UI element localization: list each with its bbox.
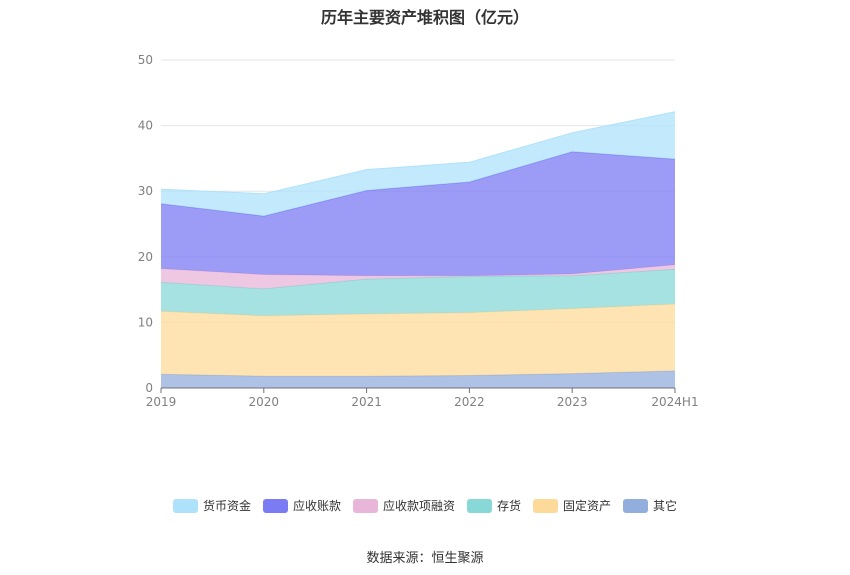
legend-swatch xyxy=(262,498,288,513)
y-tick-label: 10 xyxy=(138,315,153,329)
y-tick-label: 40 xyxy=(138,119,153,133)
area-series-其它 xyxy=(161,370,675,388)
area-series-应收款项融资 xyxy=(161,264,675,289)
legend-item[interactable]: 货币资金 xyxy=(172,497,251,514)
legend-item[interactable]: 应收账款 xyxy=(262,497,341,514)
legend-label: 应收账款 xyxy=(292,499,341,513)
axes: 0 10 20 30 40 50 2019 2020 2021 2022 2023 2024H1 xyxy=(138,53,699,409)
legend-swatch xyxy=(467,498,492,513)
legend-swatch xyxy=(623,498,649,513)
x-tick-label: 2024H1 xyxy=(651,395,698,409)
legend-swatch xyxy=(533,498,559,513)
legend-item[interactable]: 固定资产 xyxy=(533,497,611,514)
x-tick-label: 2022 xyxy=(454,395,485,409)
area-series-固定资产 xyxy=(161,304,675,377)
x-tick-label: 2019 xyxy=(146,395,177,409)
legend-label: 应收款项融资 xyxy=(382,499,455,513)
x-tick-label: 2023 xyxy=(557,395,588,409)
y-tick-label: 0 xyxy=(145,381,153,395)
legend-item[interactable]: 应收款项融资 xyxy=(352,497,455,514)
chart-title: 历年主要资产堆积图（亿元） xyxy=(320,8,529,27)
data-source: 数据来源：恒生聚源 xyxy=(366,551,484,566)
area-series-应收账款 xyxy=(161,151,675,276)
legend-label: 存货 xyxy=(497,499,522,513)
legend-swatch xyxy=(352,498,378,513)
legend-label: 固定资产 xyxy=(563,499,612,513)
area-series xyxy=(160,111,676,388)
legend-label: 货币资金 xyxy=(202,499,251,513)
area-edge-货币资金 xyxy=(160,111,676,195)
x-tick-label: 2021 xyxy=(351,395,382,409)
y-tick-label: 50 xyxy=(138,53,153,67)
x-tick-label: 2020 xyxy=(249,395,280,409)
legend: 货币资金 应收账款 应收款项融资 存货 固定资产 其它 xyxy=(0,497,850,514)
legend-label: 其它 xyxy=(653,499,678,513)
area-series-货币资金 xyxy=(161,111,675,217)
legend-swatch xyxy=(172,498,198,513)
legend-item[interactable]: 其它 xyxy=(623,497,677,514)
legend-item[interactable]: 存货 xyxy=(467,497,521,514)
y-tick-label: 30 xyxy=(138,184,153,198)
area-series-存货 xyxy=(161,269,675,316)
y-tick-label: 20 xyxy=(138,250,153,264)
